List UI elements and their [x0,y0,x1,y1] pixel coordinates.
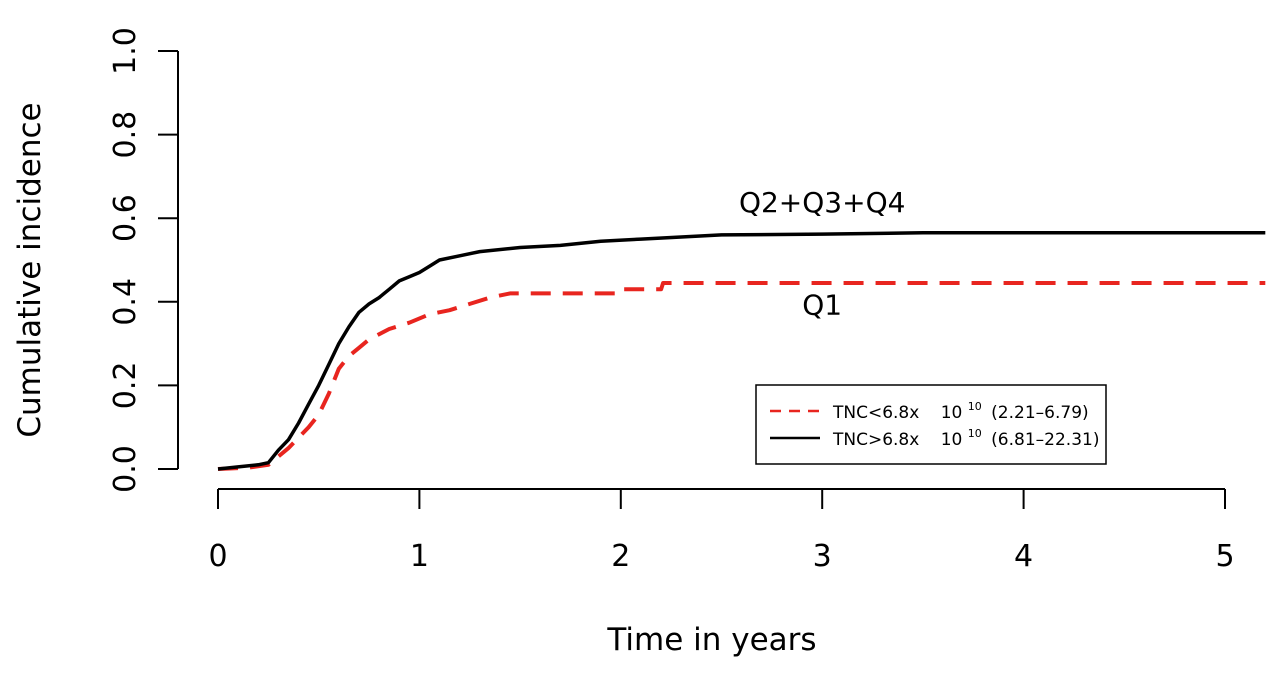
y-tick-label: 0.8 [108,111,143,159]
x-tick-label: 3 [813,539,832,574]
x-tick-label: 4 [1014,539,1033,574]
y-tick-label: 0.6 [108,194,143,242]
x-tick-label: 1 [410,539,429,574]
y-axis-title: Cumulative incidence [12,102,48,437]
legend-box [755,384,1107,465]
y-tick-label: 0.0 [108,445,143,493]
legend-entry-1: TNC>6.8x 10 10 (6.81–22.31) [770,422,1099,450]
legend: TNC<6.8x 10 10 (2.21–6.79) TNC>6.8x 10 1… [755,384,1107,465]
legend-entry-0: TNC<6.8x 10 10 (2.21–6.79) [770,395,1089,423]
x-tick-label: 5 [1215,539,1234,574]
series-line-q1 [217,281,1266,471]
x-tick-label: 2 [611,539,630,574]
annotation-q2-q3-q4: Q2+Q3+Q4 [739,186,905,219]
y-tick-label: 0.2 [108,362,143,410]
series-line-q2-q3-q4 [217,231,1266,471]
x-axis: 0 1 2 3 4 5 [208,488,1235,574]
y-tick-label: 1.0 [108,27,143,75]
legend-label-0: TNC<6.8x 10 10 (2.21–6.79) [832,395,1089,423]
y-axis: 0.0 0.2 0.4 0.6 0.8 1.0 [108,27,179,493]
y-tick-label: 0.4 [108,278,143,326]
series-layer [217,231,1266,471]
legend-label-1: TNC>6.8x 10 10 (6.81–22.31) [832,422,1099,450]
annotation-q1: Q1 [802,288,842,321]
x-tick-label: 0 [208,539,227,574]
x-axis-title: Time in years [606,622,816,658]
